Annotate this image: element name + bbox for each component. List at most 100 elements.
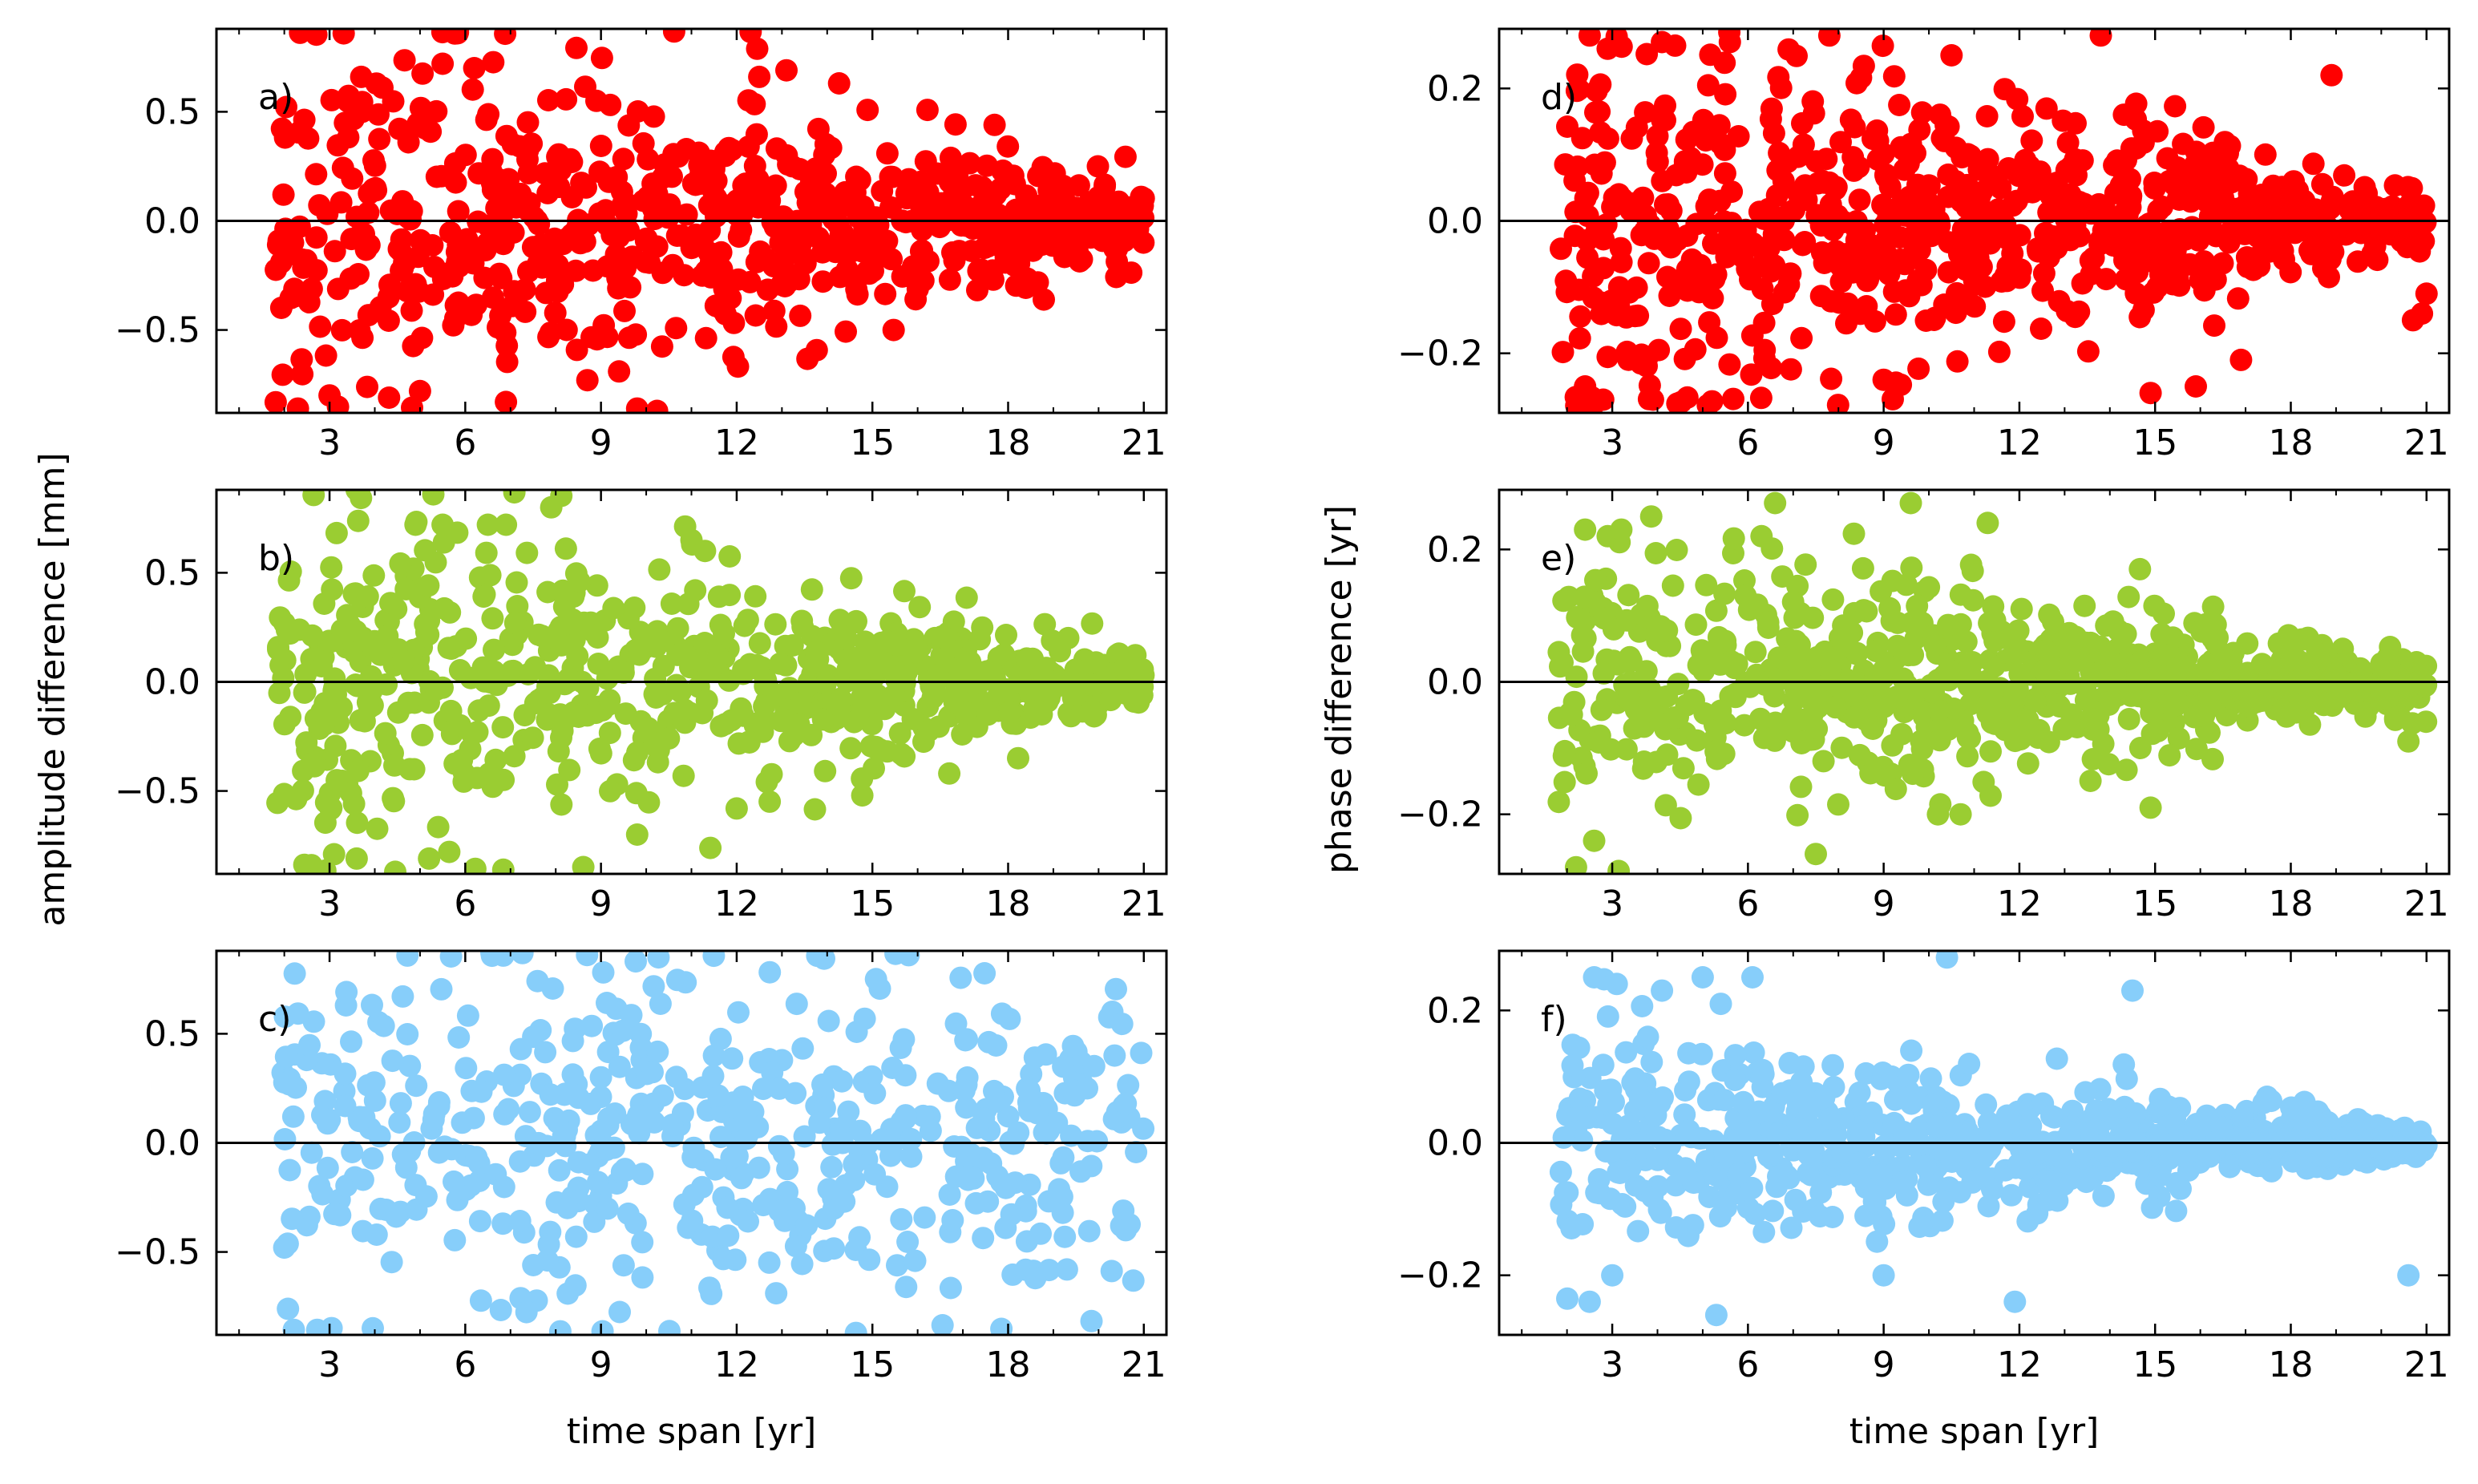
data-point	[266, 791, 289, 815]
data-point	[564, 1225, 588, 1248]
data-point	[1048, 1178, 1071, 1201]
data-point	[2339, 213, 2362, 237]
y-tick-label: 0.0	[144, 1123, 200, 1164]
data-point	[637, 148, 660, 171]
data-point	[2100, 1135, 2124, 1158]
data-point	[422, 283, 445, 306]
data-point	[504, 196, 528, 219]
x-tick-label: 12	[1997, 884, 2042, 924]
data-point	[1575, 762, 1598, 785]
data-point	[785, 993, 808, 1016]
data-point	[1684, 613, 1708, 637]
data-point	[843, 1168, 866, 1191]
data-point	[874, 282, 897, 305]
data-point	[1926, 1114, 1949, 1138]
data-point	[365, 1223, 388, 1246]
data-point	[990, 1002, 1013, 1025]
data-point	[1871, 1061, 1894, 1084]
data-point	[1596, 37, 1619, 60]
data-point	[577, 213, 600, 237]
data-point	[300, 854, 323, 874]
data-point	[827, 72, 851, 95]
data-point	[727, 225, 750, 249]
data-point	[743, 155, 766, 177]
data-point	[378, 386, 401, 409]
data-point	[662, 29, 685, 43]
y-tick-label: 0.2	[1427, 529, 1483, 570]
data-point	[492, 1063, 515, 1086]
data-point	[389, 1092, 412, 1115]
data-point	[864, 968, 887, 991]
data-point	[845, 609, 867, 633]
data-point	[1805, 843, 1827, 866]
data-point	[856, 99, 879, 122]
data-point	[2089, 228, 2112, 252]
data-point	[1763, 685, 1786, 708]
data-point	[1617, 584, 1640, 607]
data-point	[514, 300, 537, 323]
data-point	[1757, 197, 1781, 220]
data-point	[1745, 667, 1769, 690]
data-point	[831, 196, 853, 218]
data-point	[495, 350, 519, 374]
data-point	[2032, 262, 2056, 285]
data-point	[2128, 737, 2152, 759]
data-point	[1751, 1058, 1774, 1082]
data-point	[394, 1156, 418, 1179]
data-point	[362, 149, 385, 172]
data-point	[321, 578, 344, 601]
data-point	[597, 167, 621, 190]
data-point	[1792, 730, 1815, 754]
data-point	[1778, 200, 1801, 224]
data-point	[427, 1141, 451, 1164]
data-point	[369, 643, 392, 666]
data-point	[1573, 585, 1596, 609]
data-point	[646, 1040, 669, 1063]
y-tick-label: 0.5	[144, 552, 200, 593]
data-point	[737, 135, 760, 158]
data-point	[1956, 225, 1979, 249]
data-point	[791, 1037, 815, 1060]
data-point	[938, 762, 961, 785]
data-point	[645, 399, 669, 413]
data-point	[1836, 668, 1858, 691]
data-point	[2211, 252, 2234, 275]
data-point	[1891, 667, 1914, 690]
data-point	[789, 304, 812, 327]
data-point	[1828, 291, 1851, 314]
data-point	[596, 326, 619, 349]
data-point	[747, 1156, 770, 1179]
data-point	[2183, 706, 2206, 729]
data-point	[1728, 1162, 1751, 1185]
data-point	[1640, 1050, 1663, 1074]
data-point	[491, 716, 515, 739]
data-point	[561, 608, 584, 631]
data-point	[376, 625, 399, 648]
data-point	[645, 235, 669, 258]
data-point	[1871, 34, 1894, 58]
data-point	[2060, 703, 2083, 726]
data-point	[681, 1146, 705, 1169]
data-point	[463, 57, 486, 79]
data-point	[295, 731, 318, 754]
data-point	[1130, 1041, 1153, 1065]
data-point	[831, 1070, 854, 1093]
data-point	[1819, 193, 1842, 216]
data-point	[1845, 641, 1869, 665]
data-point	[2153, 602, 2175, 625]
data-point	[1566, 63, 1589, 87]
data-point	[1586, 217, 1609, 240]
data-point	[2117, 585, 2140, 609]
data-point	[1082, 1054, 1106, 1078]
data-point	[835, 320, 857, 343]
data-point	[661, 1114, 684, 1136]
data-point	[398, 1054, 422, 1078]
data-point	[608, 1300, 631, 1324]
data-point	[2397, 730, 2420, 753]
data-point	[349, 709, 372, 732]
data-point	[268, 681, 291, 705]
data-point	[333, 1062, 357, 1086]
data-point	[1033, 288, 1055, 311]
data-point	[325, 521, 348, 544]
